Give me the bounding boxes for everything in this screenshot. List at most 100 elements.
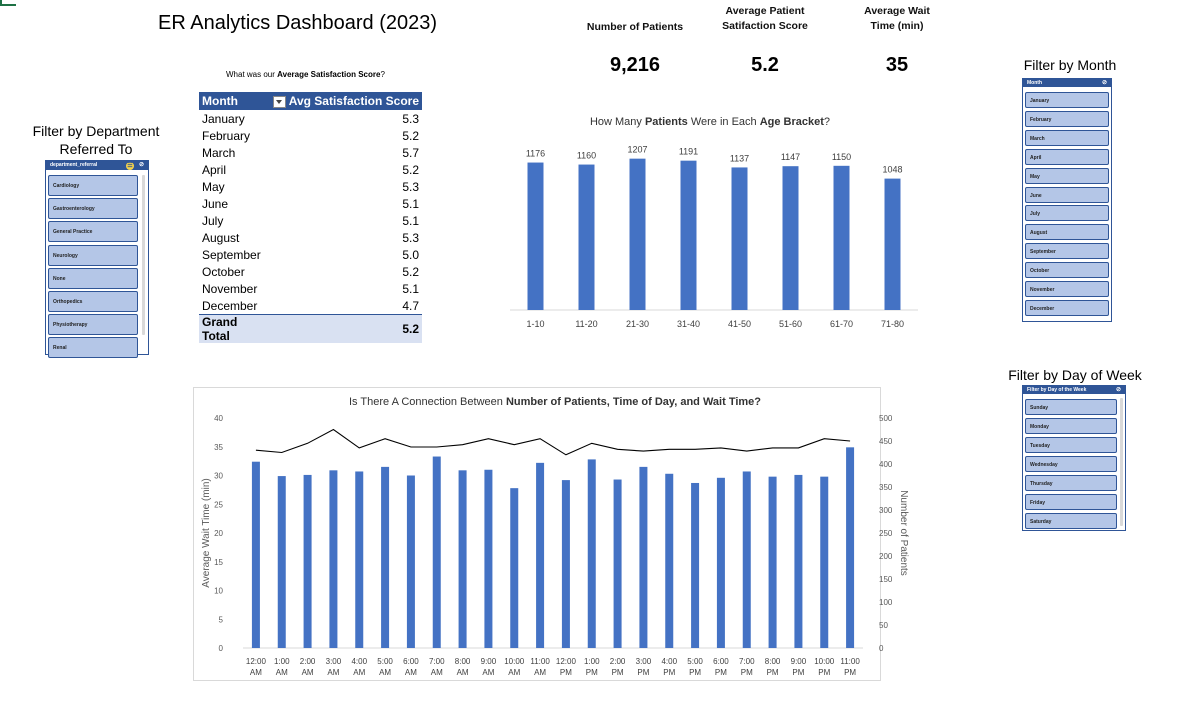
wait-time-bar [820, 476, 829, 648]
hour-tick-label: 8:00 [765, 657, 781, 666]
month-option[interactable]: September [1025, 243, 1109, 260]
month-slicer-header: Month ⊘ [1023, 79, 1111, 87]
y-right-tick-label: 200 [879, 552, 893, 561]
pivot-header-month[interactable]: Month [199, 92, 266, 110]
department-slicer-header-label: department_referral [50, 162, 98, 168]
month-option[interactable]: March [1025, 129, 1109, 146]
month-option[interactable]: February [1025, 110, 1109, 127]
department-option[interactable]: Cardiology [48, 175, 138, 196]
department-option[interactable]: Orthopedics [48, 291, 138, 312]
hour-tick-label: 6:00 [403, 657, 419, 666]
pivot-row-score: 5.2 [402, 264, 419, 279]
wait-time-bar [613, 479, 622, 648]
month-option[interactable]: August [1025, 224, 1109, 241]
month-option[interactable]: May [1025, 167, 1109, 184]
y-right-tick-label: 0 [879, 644, 884, 653]
pivot-row-score: 4.7 [402, 298, 419, 313]
age-bar [578, 164, 595, 310]
hour-tick-label: AM [353, 668, 365, 677]
month-option[interactable]: January [1025, 92, 1109, 108]
department-slicer-scrollbar[interactable] [142, 175, 145, 335]
age-chart-title-part: How Many [589, 116, 645, 128]
y-left-tick-label: 35 [214, 443, 223, 452]
hour-tick-label: PM [818, 668, 830, 677]
day-option[interactable]: Friday [1025, 494, 1117, 510]
pivot-row: November 5.1 [199, 280, 422, 297]
pivot-row: September 5.0 [199, 246, 422, 263]
wait-time-bar [277, 476, 286, 648]
department-option[interactable]: Physiotherapy [48, 314, 138, 336]
month-option[interactable]: April [1025, 148, 1109, 165]
kpi-satisfaction-label-line2: Satifaction Score [722, 20, 808, 32]
age-bar [527, 162, 544, 310]
y-left-tick-label: 30 [214, 472, 223, 481]
pivot-row: August 5.3 [199, 229, 422, 246]
pivot-row-month: December [202, 298, 258, 313]
wait-chart-title: Is There A Connection Between Number of … [193, 396, 917, 408]
hour-tick-label: PM [767, 668, 779, 677]
month-option[interactable]: June [1025, 186, 1109, 203]
month-option[interactable]: October [1025, 262, 1109, 279]
hour-tick-label: AM [405, 668, 417, 677]
month-option[interactable]: July [1025, 205, 1109, 222]
hour-tick-label: PM [715, 668, 727, 677]
day-option[interactable]: Monday [1025, 418, 1117, 434]
hour-tick-label: 4:00 [661, 657, 677, 666]
day-slicer-header-label: Filter by Day of the Week [1027, 387, 1087, 393]
pivot-question-pre: What was our [226, 70, 278, 79]
multi-select-icon[interactable]: ☰ [126, 161, 134, 170]
wait-time-chart-frame [193, 387, 881, 681]
wait-time-bar [639, 466, 648, 648]
pivot-row: March 5.7 [199, 144, 422, 161]
day-option[interactable]: Sunday [1025, 399, 1117, 415]
hour-tick-label: PM [637, 668, 649, 677]
clear-filter-icon[interactable]: ⊘ [138, 162, 144, 168]
y-right-tick-label: 300 [879, 506, 893, 515]
pivot-row-month: January [202, 111, 245, 126]
age-bar-label: 1191 [679, 147, 698, 157]
age-bar-label: 1207 [627, 145, 647, 155]
dashboard-title: ER Analytics Dashboard (2023) [158, 12, 438, 34]
day-option[interactable]: Saturday [1025, 513, 1117, 529]
day-slicer-scrollbar[interactable] [1120, 398, 1123, 526]
age-tick-label: 41-50 [728, 319, 751, 329]
clear-filter-icon[interactable]: ⊘ [1101, 80, 1107, 86]
wait-time-bar [484, 469, 493, 648]
month-filter-dropdown-icon[interactable] [272, 95, 286, 108]
day-option[interactable]: Thursday [1025, 475, 1117, 491]
hour-tick-label: AM [250, 668, 262, 677]
hour-tick-label: PM [586, 668, 598, 677]
pivot-question-bold: Average Satisfaction Score [277, 70, 381, 79]
y-left-tick-label: 25 [214, 500, 223, 509]
pivot-row: December 4.7 [199, 297, 422, 315]
pivot-row-month: April [202, 162, 227, 177]
hour-tick-label: PM [741, 668, 753, 677]
month-slicer[interactable]: Month ⊘ January February March April May June… [1022, 78, 1112, 322]
month-option[interactable]: November [1025, 281, 1109, 297]
age-tick-label: 31-40 [677, 319, 700, 329]
department-option[interactable]: Neurology [48, 244, 138, 266]
age-bar-label: 1160 [577, 151, 596, 161]
hour-tick-label: AM [276, 668, 288, 677]
day-option[interactable]: Tuesday [1025, 437, 1117, 453]
hour-tick-label: 3:00 [636, 657, 652, 666]
wait-time-bar [381, 466, 390, 648]
wait-time-bar [355, 471, 364, 648]
day-option[interactable]: Wednesday [1025, 456, 1117, 472]
department-option[interactable]: Gastroenterology [48, 198, 138, 220]
age-bar [680, 160, 697, 310]
month-option[interactable]: December [1025, 299, 1109, 316]
clear-filter-icon[interactable]: ⊘ [1115, 387, 1121, 393]
kpi-patients-value: 9,216 [609, 54, 661, 76]
wait-time-bar [846, 447, 855, 648]
department-slicer[interactable]: department_referral ☰ ⊘ Cardiology Gastro… [45, 160, 149, 359]
department-option[interactable]: Renal [48, 337, 138, 359]
pivot-row-month: March [202, 145, 236, 160]
pivot-question-post: ? [380, 70, 385, 79]
department-option[interactable]: None [48, 267, 138, 289]
y-right-tick-label: 100 [879, 598, 893, 607]
department-option[interactable]: General Practice [48, 221, 138, 243]
pivot-grand-total-value: 5.2 [265, 314, 422, 343]
day-of-week-slicer[interactable]: Filter by Day of the Week ⊘ Sunday Monday… [1022, 385, 1126, 531]
hour-tick-label: 6:00 [713, 657, 729, 666]
